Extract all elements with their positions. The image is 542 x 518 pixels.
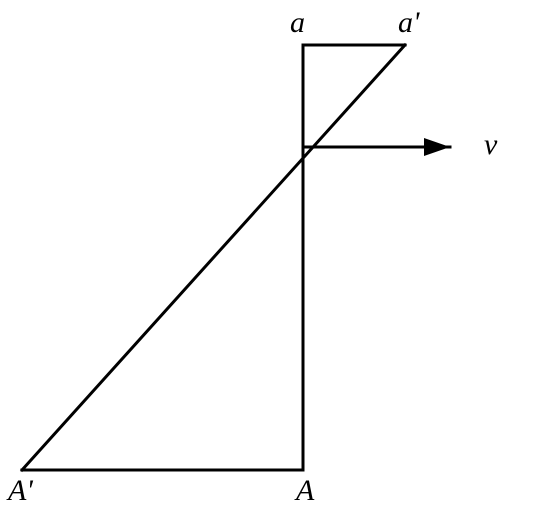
label-a: a: [290, 6, 305, 40]
label-A: A: [296, 474, 314, 508]
label-a-prime: a': [398, 6, 419, 40]
label-A-prime: A': [8, 474, 33, 508]
label-v: v: [484, 128, 497, 162]
diagram-canvas: [0, 0, 542, 518]
